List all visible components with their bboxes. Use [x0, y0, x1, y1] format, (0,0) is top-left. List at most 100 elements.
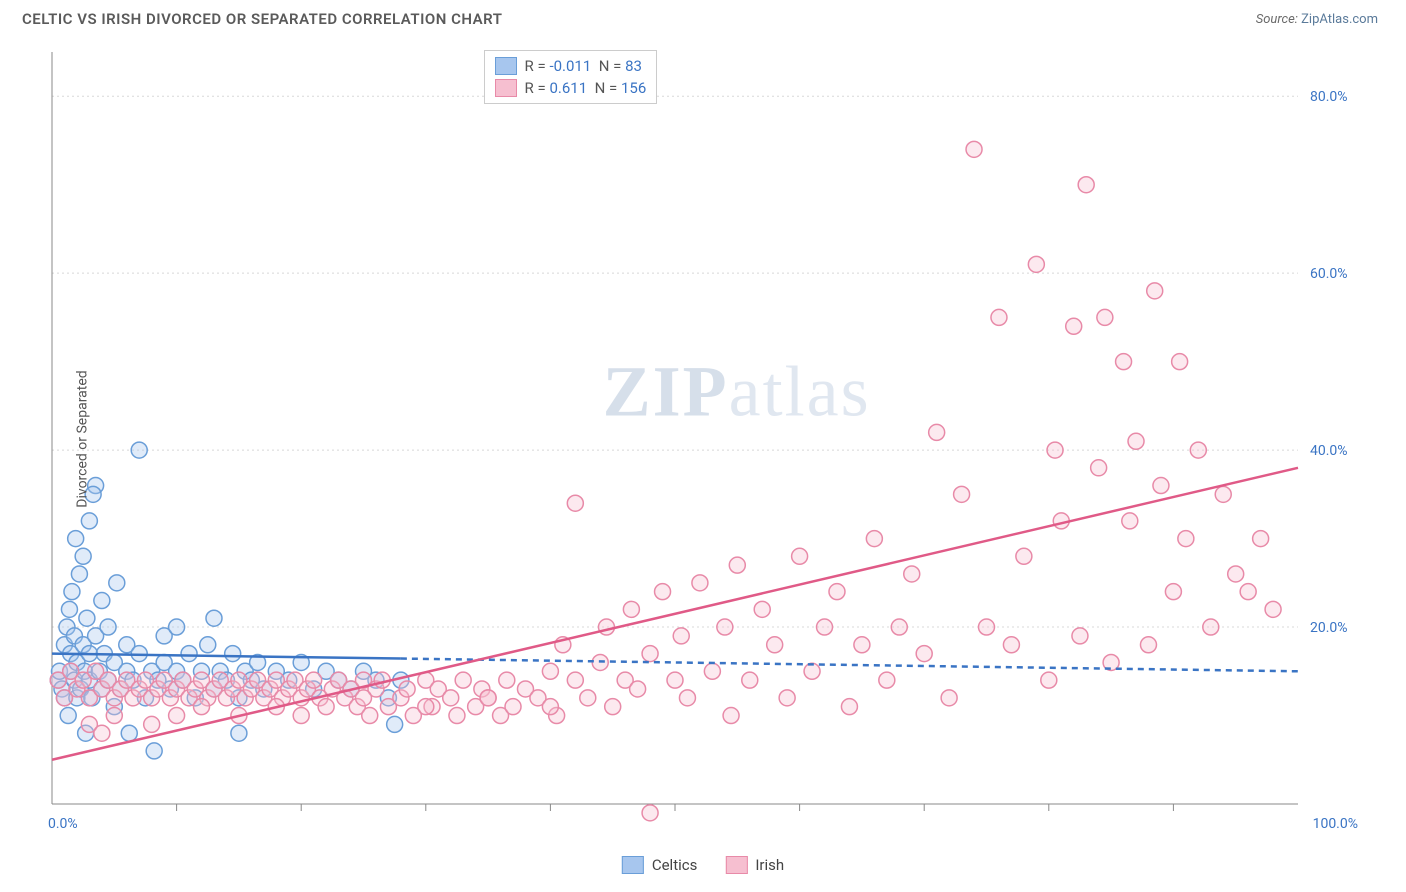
data-point — [1066, 318, 1082, 334]
data-point — [605, 699, 621, 715]
data-point — [854, 637, 870, 653]
data-point — [891, 619, 907, 635]
data-point — [200, 637, 216, 653]
data-point — [100, 619, 116, 635]
data-point — [904, 566, 920, 582]
trend-line — [52, 468, 1298, 760]
y-tick-label: 60.0% — [1310, 266, 1348, 282]
data-point — [704, 663, 720, 679]
stats-legend: R = -0.011 N = 83R = 0.611 N = 156 — [484, 50, 658, 104]
data-point — [121, 725, 137, 741]
data-point — [1122, 513, 1138, 529]
bottom-legend: CelticsIrish — [622, 856, 784, 874]
data-point — [60, 708, 76, 724]
data-point — [1047, 442, 1063, 458]
source-label: Source: ZipAtlas.com — [1256, 12, 1378, 27]
data-point — [542, 699, 558, 715]
data-point — [598, 619, 614, 635]
data-point — [1016, 548, 1032, 564]
data-point — [1097, 309, 1113, 325]
data-point — [767, 637, 783, 653]
data-point — [418, 699, 434, 715]
data-point — [580, 690, 596, 706]
data-point — [225, 646, 241, 662]
data-point — [792, 548, 808, 564]
data-point — [109, 575, 125, 591]
data-point — [1215, 486, 1231, 502]
data-point — [399, 681, 415, 697]
data-point — [81, 513, 97, 529]
data-point — [1240, 584, 1256, 600]
data-point — [94, 725, 110, 741]
data-point — [692, 575, 708, 591]
data-point — [817, 619, 833, 635]
source-link[interactable]: ZipAtlas.com — [1301, 12, 1378, 27]
y-tick-label: 40.0% — [1310, 443, 1348, 459]
data-point — [742, 672, 758, 688]
data-point — [916, 646, 932, 662]
bottom-legend-item: Celtics — [622, 856, 698, 874]
trend-line — [401, 659, 1298, 672]
data-point — [1203, 619, 1219, 635]
data-point — [1041, 672, 1057, 688]
data-point — [623, 601, 639, 617]
data-point — [293, 708, 309, 724]
data-point — [68, 531, 84, 547]
data-point — [449, 708, 465, 724]
data-point — [1228, 566, 1244, 582]
data-point — [642, 646, 658, 662]
data-point — [61, 601, 77, 617]
data-point — [979, 619, 995, 635]
y-tick-label: 80.0% — [1310, 89, 1348, 105]
data-point — [567, 495, 583, 511]
data-point — [723, 708, 739, 724]
data-point — [717, 619, 733, 635]
data-point — [318, 699, 334, 715]
data-point — [505, 699, 521, 715]
legend-swatch — [725, 856, 747, 874]
data-point — [841, 699, 857, 715]
data-point — [169, 708, 185, 724]
data-point — [929, 424, 945, 440]
data-point — [1140, 637, 1156, 653]
legend-row: R = 0.611 N = 156 — [495, 77, 647, 99]
data-point — [146, 743, 162, 759]
data-point — [206, 610, 222, 626]
data-point — [1165, 584, 1181, 600]
legend-swatch — [622, 856, 644, 874]
legend-swatch — [495, 57, 517, 75]
legend-row: R = -0.011 N = 83 — [495, 55, 647, 77]
data-point — [443, 690, 459, 706]
data-point — [829, 584, 845, 600]
data-point — [679, 690, 695, 706]
data-point — [194, 699, 210, 715]
x-tick-label: 0.0% — [48, 816, 78, 832]
chart-title: CELTIC VS IRISH DIVORCED OR SEPARATED CO… — [22, 10, 502, 28]
data-point — [729, 557, 745, 573]
data-point — [144, 716, 160, 732]
data-point — [954, 486, 970, 502]
data-point — [1190, 442, 1206, 458]
data-point — [71, 566, 87, 582]
data-point — [1091, 460, 1107, 476]
data-point — [991, 309, 1007, 325]
y-axis-label: Divorced or Separated — [75, 370, 91, 507]
y-tick-label: 20.0% — [1310, 620, 1348, 636]
data-point — [941, 690, 957, 706]
data-point — [387, 716, 403, 732]
data-point — [879, 672, 895, 688]
data-point — [655, 584, 671, 600]
data-point — [1178, 531, 1194, 547]
data-point — [231, 725, 247, 741]
data-point — [181, 646, 197, 662]
header-bar: CELTIC VS IRISH DIVORCED OR SEPARATED CO… — [0, 0, 1406, 34]
data-point — [106, 708, 122, 724]
data-point — [673, 628, 689, 644]
data-point — [567, 672, 583, 688]
data-point — [499, 672, 515, 688]
data-point — [1153, 478, 1169, 494]
data-point — [1265, 601, 1281, 617]
data-point — [306, 672, 322, 688]
data-point — [362, 708, 378, 724]
data-point — [642, 805, 658, 821]
